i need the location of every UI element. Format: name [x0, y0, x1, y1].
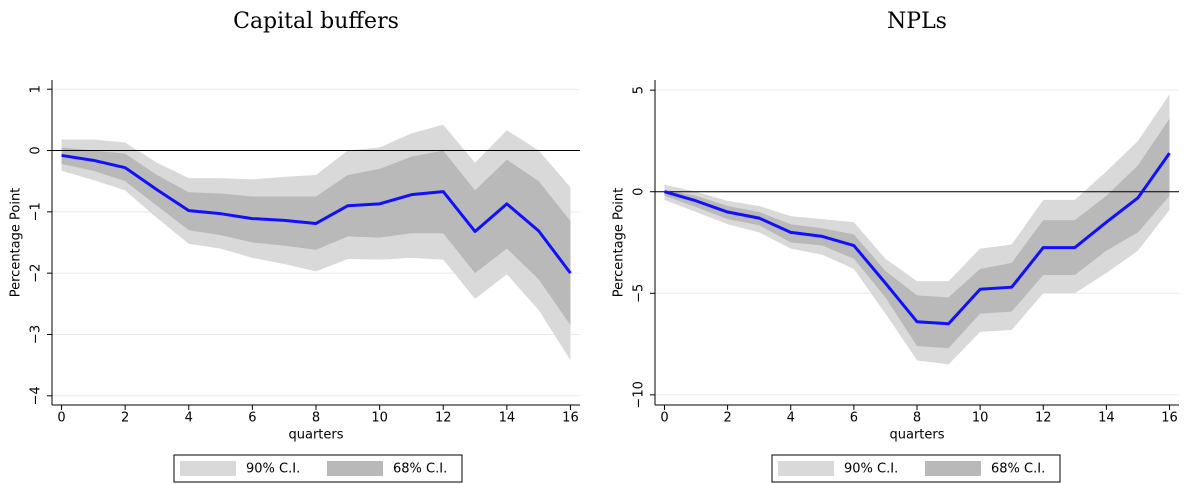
- x-tick-label: 4: [787, 411, 795, 426]
- legend-label: 68% C.I.: [393, 462, 447, 477]
- x-tick-label: 16: [1161, 411, 1178, 426]
- x-tick-label: 2: [121, 411, 129, 426]
- y-tick-label: −5: [632, 284, 647, 303]
- x-tick-label: 8: [312, 411, 320, 426]
- legend-swatch: [925, 461, 981, 476]
- x-tick-label: 16: [562, 411, 579, 426]
- x-tick-label: 0: [57, 411, 65, 426]
- x-axis-title: quarters: [889, 428, 944, 443]
- irf-line: [61, 153, 572, 275]
- x-tick-label: 2: [723, 411, 731, 426]
- x-tick-label: 4: [185, 411, 193, 426]
- x-tick-label: 8: [913, 411, 921, 426]
- y-tick-label: −3: [29, 325, 44, 344]
- y-tick-label: 0: [29, 146, 44, 154]
- chart-title: NPLs: [887, 9, 947, 34]
- y-tick-label: 5: [632, 86, 647, 94]
- legend-label: 90% C.I.: [844, 462, 898, 477]
- y-axis-title: Percentage Point: [9, 188, 24, 298]
- x-tick-label: 6: [248, 411, 256, 426]
- x-axis-title: quarters: [288, 428, 343, 443]
- x-tick-label: 12: [1035, 411, 1052, 426]
- x-tick-label: 14: [1098, 411, 1115, 426]
- chart-title: Capital buffers: [233, 9, 399, 34]
- y-tick-label: −10: [632, 381, 647, 408]
- x-tick-label: 14: [499, 411, 516, 426]
- legend-swatch: [778, 461, 834, 476]
- x-tick-label: 12: [435, 411, 452, 426]
- y-tick-label: −1: [29, 202, 44, 221]
- y-tick-label: −2: [29, 264, 44, 283]
- y-tick-label: 1: [29, 85, 44, 93]
- x-tick-label: 10: [371, 411, 388, 426]
- legend-swatch: [327, 461, 383, 476]
- legend-label: 90% C.I.: [246, 462, 300, 477]
- ci-band: [61, 147, 571, 326]
- legend-label: 68% C.I.: [991, 462, 1045, 477]
- y-tick-label: 0: [632, 188, 647, 196]
- y-axis-title: Percentage Point: [612, 188, 627, 298]
- x-tick-label: 0: [660, 411, 668, 426]
- y-tick-label: −4: [29, 386, 44, 405]
- irf-line: [664, 152, 1171, 326]
- ci-band: [664, 118, 1170, 349]
- x-tick-label: 6: [850, 411, 858, 426]
- legend-swatch: [180, 461, 236, 476]
- x-tick-label: 10: [972, 411, 989, 426]
